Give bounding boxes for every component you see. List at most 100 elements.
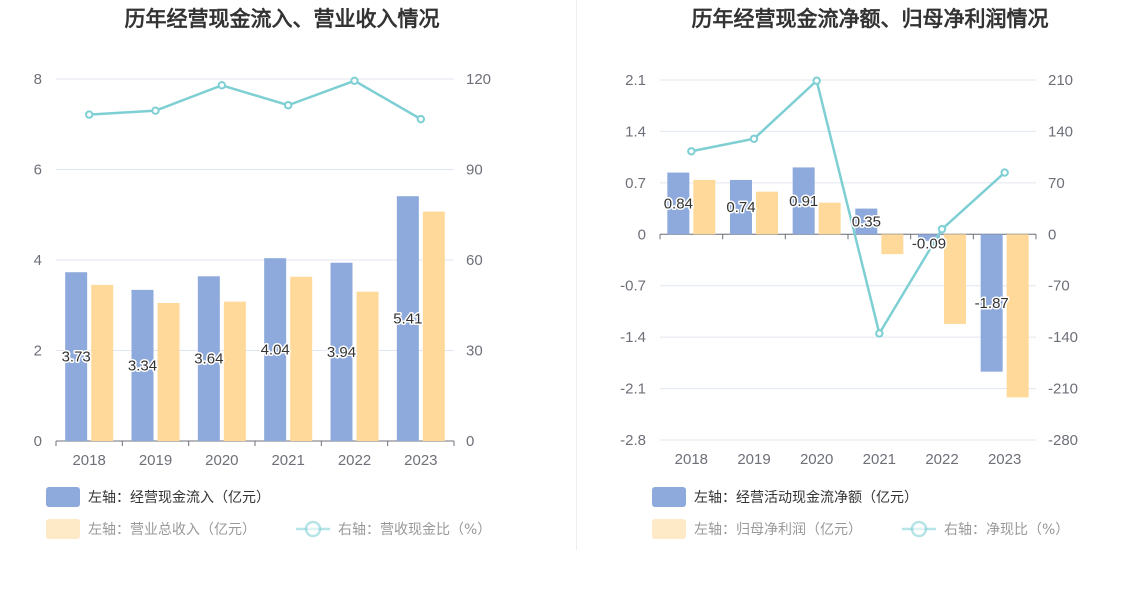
y-right-tick-label: 210 bbox=[1048, 72, 1073, 89]
legend-swatch-line-marker bbox=[910, 520, 928, 538]
bar-series2 bbox=[290, 276, 313, 441]
bar-series2 bbox=[422, 211, 445, 441]
line-point bbox=[749, 134, 759, 143]
y-left-tick-label: 0 bbox=[638, 226, 646, 243]
line-point bbox=[283, 101, 293, 110]
x-tick-label: 2021 bbox=[271, 452, 304, 469]
bar-series2 bbox=[756, 191, 778, 235]
legend-swatch-bar1 bbox=[652, 487, 686, 507]
x-tick-label: 2022 bbox=[925, 451, 958, 468]
line-point bbox=[687, 147, 696, 156]
y-left-tick-label: 0 bbox=[34, 433, 42, 450]
y-left-tick-label: -1.4 bbox=[620, 329, 646, 346]
y-right-tick-label: -140 bbox=[1048, 329, 1078, 346]
y-right-tick-label: -280 bbox=[1048, 432, 1078, 449]
data-label: 0.91 bbox=[789, 193, 818, 210]
bar-series2 bbox=[1006, 234, 1029, 398]
bar-series2 bbox=[223, 301, 246, 441]
bar-series1 bbox=[730, 179, 752, 235]
bar-series1 bbox=[980, 234, 1003, 372]
x-tick-label: 2023 bbox=[988, 451, 1021, 468]
data-label: 5.41 bbox=[393, 311, 422, 328]
x-tick-label: 2020 bbox=[800, 451, 833, 468]
y-left-tick-label: -2.1 bbox=[620, 381, 646, 398]
panel-divider bbox=[576, 0, 577, 550]
bar-series2 bbox=[91, 284, 114, 441]
y-right-tick-label: 140 bbox=[1048, 123, 1073, 140]
chart-right-panel: 历年经营现金流净额、归母净利润情况 2.1 1.4 0.7 0 -0.7 -1.4 -2.1 -… bbox=[576, 0, 1148, 589]
y-right-tick-label: -210 bbox=[1048, 381, 1078, 398]
y-left-tick-label: 0.7 bbox=[625, 175, 646, 192]
line-series bbox=[691, 78, 1006, 337]
y-right-tick-label: 0 bbox=[1048, 226, 1056, 243]
bar-series1 bbox=[330, 262, 353, 441]
data-label: 0.74 bbox=[726, 199, 755, 216]
bar-series2 bbox=[157, 302, 180, 441]
y-left-tick-label: 1.4 bbox=[625, 123, 646, 140]
x-tick-label: 2019 bbox=[139, 452, 172, 469]
y-right-tick-label: -70 bbox=[1048, 278, 1070, 295]
data-label: 3.73 bbox=[62, 349, 91, 366]
y-left-tick-label: 2 bbox=[34, 343, 42, 360]
chart-title: 历年经营现金流入、营业收入情况 bbox=[125, 7, 440, 31]
y-right-tick-label: 70 bbox=[1048, 175, 1065, 192]
chart-left-panel: 历年经营现金流入、营业收入情况 0 2 4 6 8 0 30 60 90 120 2018 2019 20… bbox=[34, 7, 491, 539]
line-point bbox=[875, 329, 884, 338]
x-tick-label: 2020 bbox=[205, 452, 238, 469]
y-left-tick-label: 8 bbox=[34, 71, 42, 88]
bar-series1 bbox=[131, 289, 154, 441]
bar-series2 bbox=[356, 291, 379, 441]
data-label: 0.84 bbox=[664, 195, 693, 212]
data-label: 3.34 bbox=[128, 357, 157, 374]
y-right-tick-label: 60 bbox=[466, 252, 483, 269]
bar-series1 bbox=[396, 196, 419, 441]
data-label: 0.35 bbox=[852, 213, 881, 230]
line-point bbox=[217, 81, 227, 90]
y-left-tick-label: 2.1 bbox=[625, 72, 646, 89]
bar-series2 bbox=[944, 234, 966, 324]
x-tick-label: 2023 bbox=[404, 452, 437, 469]
x-tick-label: 2022 bbox=[338, 452, 371, 469]
bar-series2 bbox=[881, 234, 904, 255]
y-left-tick-label: 6 bbox=[34, 162, 42, 179]
line-point bbox=[1000, 168, 1009, 177]
legend-label: 右轴：净现比（%） bbox=[944, 522, 1069, 538]
chart-right: 历年经营现金流净额、归母净利润情况 2.1 1.4 0.7 0 -0.7 -1.4 -2.1 -… bbox=[620, 7, 1078, 539]
data-label: 3.94 bbox=[327, 344, 356, 361]
x-tick-label: 2021 bbox=[863, 451, 896, 468]
legend-swatch-line-marker bbox=[304, 520, 322, 538]
legend-label: 左轴：经营活动现金流净额（亿元） bbox=[694, 490, 918, 506]
y-right-tick-label: 30 bbox=[466, 343, 483, 360]
legend-swatch-bar2 bbox=[652, 519, 686, 539]
bar-series1 bbox=[197, 276, 220, 441]
data-label: -0.09 bbox=[912, 235, 946, 252]
bar-series1 bbox=[65, 272, 88, 441]
legend-label: 左轴：经营现金流入（亿元） bbox=[88, 490, 270, 506]
data-label: 4.04 bbox=[261, 342, 290, 359]
x-tick-label: 2018 bbox=[72, 452, 105, 469]
x-tick-label: 2018 bbox=[675, 451, 708, 468]
line-series bbox=[89, 79, 422, 121]
legend-label: 左轴：营业总收入（亿元） bbox=[88, 522, 256, 538]
legend-swatch-bar2 bbox=[46, 519, 80, 539]
bar-series1 bbox=[918, 234, 940, 241]
legend-label: 左轴：归母净利润（亿元） bbox=[694, 521, 862, 538]
line-point bbox=[812, 76, 821, 85]
y-left-tick-label: -0.7 bbox=[620, 278, 646, 295]
y-left-tick-label: -2.8 bbox=[620, 432, 646, 449]
data-label: 3.64 bbox=[194, 351, 223, 368]
legend-label: 右轴：营收现金比（%） bbox=[338, 522, 491, 538]
data-label: -1.87 bbox=[975, 295, 1009, 312]
y-right-tick-label: 90 bbox=[466, 162, 483, 179]
x-tick-label: 2019 bbox=[737, 451, 770, 468]
bar-series1 bbox=[855, 208, 878, 235]
bar-series2 bbox=[693, 179, 716, 235]
bar-series1 bbox=[667, 172, 690, 235]
legend-swatch-bar1 bbox=[46, 487, 80, 507]
line-point bbox=[350, 76, 359, 86]
line-point bbox=[416, 114, 426, 124]
y-right-tick-label: 120 bbox=[466, 71, 491, 88]
line-point bbox=[151, 106, 160, 115]
chart-left: 历年经营现金流入、营业收入情况 0 2 4 6 8 0 30 60 90 120 2018 2019 20… bbox=[34, 7, 491, 539]
line-point bbox=[937, 224, 947, 234]
